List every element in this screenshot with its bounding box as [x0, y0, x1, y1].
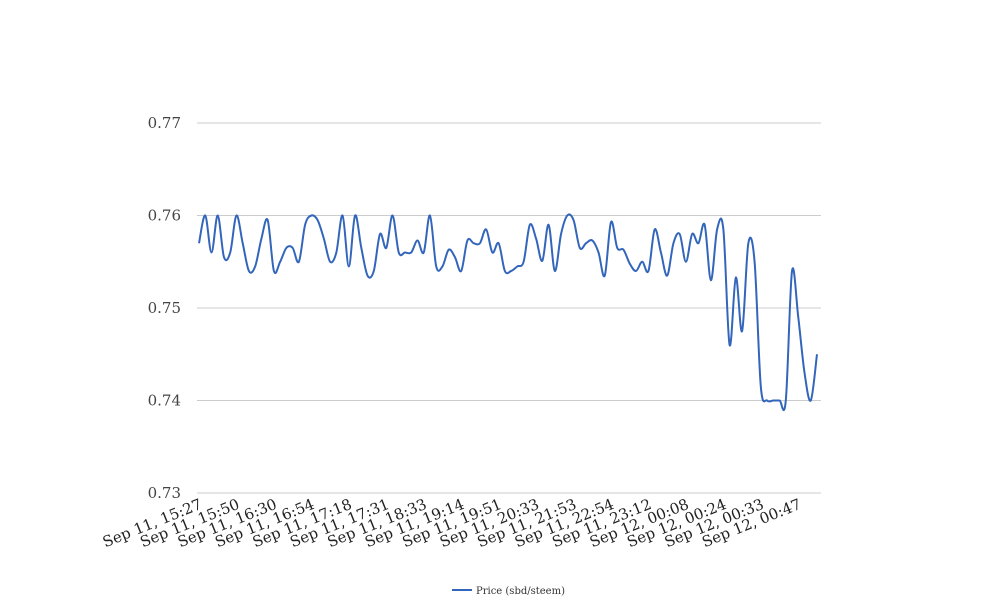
gridlines — [197, 122, 821, 494]
series-layer — [198, 213, 818, 411]
y-tick-label: 0.74 — [148, 392, 181, 410]
y-tick-label: 0.75 — [148, 299, 181, 317]
series-line-price — [198, 213, 818, 411]
y-tick-label: 0.77 — [148, 114, 181, 132]
legend-label: Price (sbd/steem) — [476, 586, 565, 597]
y-tick-label: 0.76 — [148, 207, 181, 225]
legend: Price (sbd/steem) — [452, 586, 565, 597]
y-tick-label: 0.73 — [148, 484, 181, 502]
y-axis-ticks: 0.73 0.74 0.75 0.76 0.77 — [148, 114, 181, 502]
